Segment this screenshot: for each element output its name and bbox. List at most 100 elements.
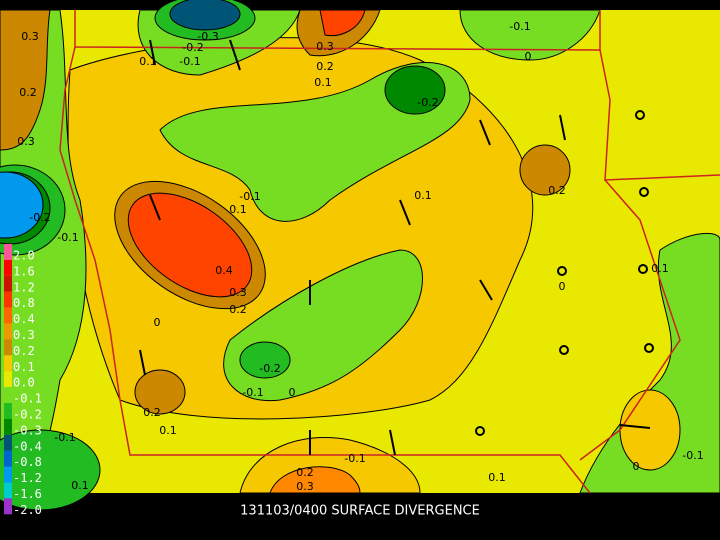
wind-barb xyxy=(559,114,566,141)
legend-swatch xyxy=(4,244,12,260)
wind-barb xyxy=(399,199,411,226)
contour-label: -0.2 xyxy=(29,211,50,224)
wind-barb xyxy=(619,424,651,429)
contour-label: -0.1 xyxy=(239,190,260,203)
contour-fill xyxy=(459,9,601,61)
contour-label: -0.1 xyxy=(54,431,75,444)
contour-label: 0.2 xyxy=(143,406,161,419)
wind-barb xyxy=(389,429,396,456)
border xyxy=(74,10,601,51)
legend-swatch xyxy=(4,450,12,467)
contour-fill xyxy=(169,0,241,31)
legend-label: 0.8 xyxy=(13,296,35,310)
contour-label: -0.2 xyxy=(259,362,280,375)
wind-barb xyxy=(479,119,491,146)
legend-label: 0.0 xyxy=(13,376,35,390)
calm-station xyxy=(639,187,649,197)
legend-swatch xyxy=(4,371,12,388)
calm-station xyxy=(475,426,485,436)
contour-label: 0.1 xyxy=(651,262,669,275)
contour-label: 0.3 xyxy=(316,40,334,53)
divergence-field xyxy=(0,0,720,511)
wind-barbs xyxy=(139,39,654,456)
legend-label: -0.8 xyxy=(13,455,42,469)
legend-swatch xyxy=(4,434,12,451)
contour-label: 0.3 xyxy=(17,135,35,148)
legend-label: -1.6 xyxy=(13,487,42,501)
contour-label: -0.3 xyxy=(197,30,218,43)
contour-fill xyxy=(239,341,291,379)
contour-label: 0 xyxy=(633,460,640,473)
legend: 2.0 1.6 1.2 0.8 0.4 0.3 0.2 0.1 0.0 -0.1-0.2 -0.3 -… xyxy=(4,244,42,517)
calm-station xyxy=(638,264,648,274)
legend-swatch xyxy=(4,323,12,340)
contour-fill xyxy=(0,9,51,151)
legend-swatch xyxy=(4,275,12,292)
legend-label: 0.4 xyxy=(13,312,35,326)
legend-label: -2.0 xyxy=(13,503,42,517)
contour-label: 0.2 xyxy=(19,86,37,99)
wind-barb xyxy=(149,39,156,66)
contour-label: 0.2 xyxy=(316,60,334,73)
contour-label: 0 xyxy=(525,50,532,63)
calm-station xyxy=(557,266,567,276)
contour-label: -0.1 xyxy=(179,55,200,68)
calm-station xyxy=(559,345,569,355)
contour-fill xyxy=(269,466,361,494)
contour-label: -0.1 xyxy=(344,452,365,465)
contour-label: 0.1 xyxy=(314,76,332,89)
contour-label: 0 xyxy=(154,316,161,329)
contour-label: 0 xyxy=(559,280,566,293)
border xyxy=(579,179,681,461)
wind-barb xyxy=(149,194,161,221)
contour-label: 0.2 xyxy=(548,184,566,197)
calm-station xyxy=(644,343,654,353)
contour-label: 0.2 xyxy=(296,466,314,479)
legend-swatch xyxy=(4,339,12,356)
contour-fill xyxy=(384,65,446,115)
contour-label: -0.1 xyxy=(509,20,530,33)
border xyxy=(59,46,591,494)
wind-barb xyxy=(229,39,241,71)
legend-swatch xyxy=(4,259,12,276)
contour-label: 0.1 xyxy=(229,203,247,216)
legend-swatch xyxy=(4,355,12,372)
border xyxy=(599,49,720,181)
legend-label: 1.2 xyxy=(13,280,35,294)
legend-swatch xyxy=(4,482,12,499)
contour-label: 0.4 xyxy=(215,264,233,277)
map-title: 131103/0400 SURFACE DIVERGENCE xyxy=(240,504,480,519)
legend-swatch xyxy=(4,291,12,308)
legend-swatch xyxy=(4,403,12,419)
legend-label: -0.2 xyxy=(13,407,42,421)
legend-label: 0.1 xyxy=(13,360,35,374)
contour-label: 0.1 xyxy=(159,424,177,437)
legend-swatch xyxy=(4,466,12,483)
contour-fill xyxy=(619,389,681,471)
contour-label: 0.2 xyxy=(229,303,247,316)
legend-swatch xyxy=(4,387,12,403)
legend-swatch xyxy=(4,498,12,515)
legend-label: -0.4 xyxy=(13,439,42,453)
legend-label: 2.0 xyxy=(13,248,35,262)
legend-label: -1.2 xyxy=(13,471,42,485)
contour-label: 0.3 xyxy=(229,286,247,299)
contour-label: -0.1 xyxy=(242,386,263,399)
contour-fill xyxy=(0,429,101,511)
contour-fill xyxy=(319,9,366,37)
legend-label: 0.2 xyxy=(13,344,35,358)
contour-label: 0.3 xyxy=(296,480,314,493)
contour-label: -0.2 xyxy=(182,41,203,54)
legend-label: 1.6 xyxy=(13,264,35,278)
legend-label: -0.3 xyxy=(13,423,42,437)
contour-label: -0.2 xyxy=(417,96,438,109)
contour-label: 0.1 xyxy=(414,189,432,202)
legend-swatch xyxy=(4,307,12,324)
legend-label: -0.1 xyxy=(13,392,42,406)
contour-label: 0.3 xyxy=(21,30,39,43)
contour-label: 0.1 xyxy=(71,479,89,492)
state-borders xyxy=(59,10,720,494)
wind-barb xyxy=(139,349,146,376)
contour-fill xyxy=(519,144,571,196)
